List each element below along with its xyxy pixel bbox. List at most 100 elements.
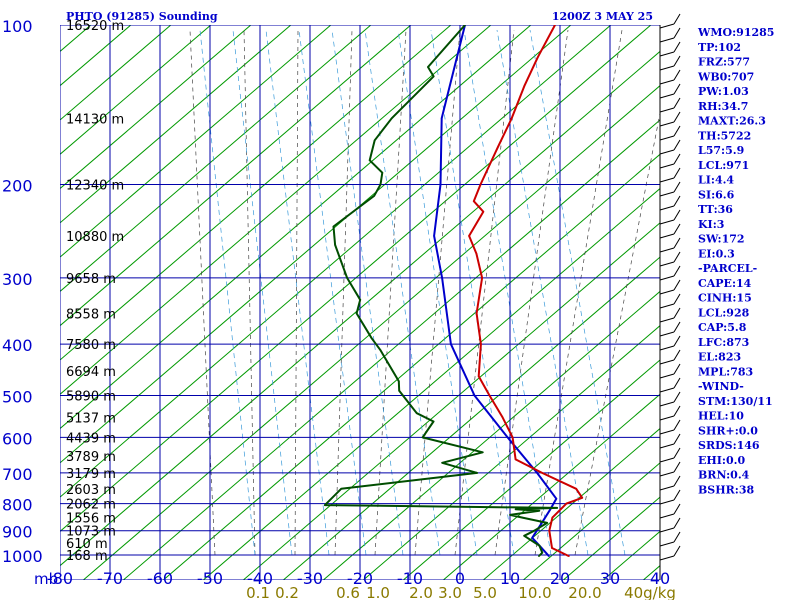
wind-barb-flag — [673, 111, 681, 123]
dewpoint-line-point — [340, 488, 343, 490]
temperature-line-point — [575, 488, 577, 490]
temperature-line-point — [480, 343, 482, 345]
wind-barb — [659, 233, 675, 239]
sounding-index: MPL:783 — [698, 365, 753, 378]
sounding-index: LCL:928 — [698, 306, 750, 319]
sounding-index: LFC:873 — [698, 336, 749, 349]
sounding-index: TH:5722 — [698, 129, 751, 142]
dewpoint-line-point — [373, 139, 376, 142]
dewpoint-line-point — [427, 66, 429, 68]
sounding-index: SRDS:146 — [698, 439, 760, 452]
wind-barb-flag — [673, 55, 681, 67]
wind-barb — [659, 205, 675, 211]
wind-barb — [659, 485, 675, 491]
sounding-index: SHR+:0.0 — [698, 424, 758, 437]
dry-adiabat-line — [562, 496, 660, 580]
temperature-tick-label: -30 — [297, 569, 323, 588]
temperature-line-point — [479, 183, 482, 186]
height-label: 9658 m — [66, 272, 116, 287]
height-label: 16520 m — [66, 19, 124, 34]
temperature-line-point — [497, 146, 499, 148]
dewpoint-line-point — [523, 535, 525, 537]
dewpoint-line-point — [441, 462, 444, 464]
temperature-line-point — [537, 56, 539, 58]
sounding-index: BSHR:38 — [698, 483, 754, 496]
temperature-tick-label: 10 — [500, 569, 520, 588]
dry-adiabat-line — [602, 530, 660, 580]
wind-barb — [659, 443, 675, 449]
temperature-line-point — [475, 312, 478, 315]
mixing-ratio-label: 1.0 — [366, 584, 390, 600]
mixing-ratio-label: 5.0 — [473, 584, 497, 600]
parcel-curve-point — [549, 509, 551, 512]
wind-barb — [659, 345, 675, 351]
wind-barb — [659, 373, 675, 379]
wind-barb — [659, 149, 675, 155]
sounding-index: -WIND- — [698, 380, 744, 393]
dry-adiabat-line — [362, 325, 660, 580]
parcel-curve-point — [548, 555, 550, 557]
parcel-curve-point — [540, 522, 543, 525]
height-label: 12340 m — [66, 179, 124, 194]
moist-adiabat-line — [243, 29, 256, 556]
height-label: 10880 m — [66, 230, 124, 245]
mixing-ratio-label: 0.2 — [275, 584, 299, 600]
dry-adiabat-line — [60, 25, 572, 464]
wind-barb-flag — [673, 475, 681, 487]
wind-barb — [659, 317, 675, 323]
parcel-curve-point — [536, 472, 538, 474]
height-label: 3179 m — [66, 467, 116, 482]
temperature-line-point — [554, 25, 556, 26]
dewpoint-line-point — [432, 420, 435, 423]
wind-barb-flag — [673, 279, 681, 291]
wind-barb — [659, 303, 675, 309]
parcel-curve-point — [440, 117, 443, 120]
temperature-tick-label: -50 — [197, 569, 223, 588]
wind-barb-flag — [673, 69, 681, 81]
wind-barb-flag — [673, 517, 681, 529]
sounding-index: HEL:10 — [698, 410, 744, 423]
pressure-tick-label: 1000 — [2, 547, 43, 566]
wind-barb-flag — [673, 335, 681, 347]
pressure-tick-label: 600 — [2, 429, 33, 448]
pressure-tick-label: 500 — [2, 387, 33, 406]
wind-barb-flag — [673, 265, 681, 277]
dry-adiabat-line — [780, 0, 800, 600]
wind-barb — [659, 247, 675, 253]
wind-barb-flag — [673, 349, 681, 361]
dewpoint-line-point — [373, 195, 376, 197]
height-label: 5890 m — [66, 389, 116, 404]
height-label: 8558 m — [66, 307, 116, 322]
pressure-tick-label: 300 — [2, 270, 33, 289]
temperature-line-point — [473, 200, 475, 202]
parcel-curve-point — [473, 394, 476, 397]
height-label: 6694 m — [66, 365, 116, 380]
wind-barb-flag — [673, 209, 681, 221]
wind-barb-flag — [673, 13, 681, 25]
height-label: 7580 m — [66, 338, 116, 353]
dry-adiabat-line — [162, 153, 660, 580]
sounding-index: L57:5.9 — [698, 144, 744, 157]
wind-barb — [659, 163, 675, 169]
mixing-ratio-label: 0.1 — [246, 584, 270, 600]
mixing-ratio-label: 3.0 — [438, 584, 462, 600]
parcel-curve-point — [441, 277, 443, 279]
parcel-curve-point — [433, 235, 435, 237]
temperature-tick-label: -70 — [97, 569, 123, 588]
mixing-ratio-line — [463, 29, 552, 556]
sounding-index: CINH:15 — [698, 292, 752, 305]
wind-barb — [659, 23, 675, 29]
wind-barb-flag — [673, 503, 681, 515]
temperature-line-point — [581, 497, 583, 499]
wind-barb — [659, 93, 675, 99]
wind-barb-flag — [673, 97, 681, 109]
height-label: 610 m — [66, 537, 108, 552]
dry-adiabat-line — [60, 50, 660, 567]
dry-adiabat-line — [60, 25, 212, 155]
dewpoint-line-point — [538, 509, 541, 512]
wind-barb-flag — [673, 391, 681, 403]
pressure-tick-label: 900 — [2, 523, 33, 542]
height-label: 2062 m — [66, 498, 116, 513]
parcel-curve-point — [439, 183, 442, 186]
dry-adiabat-line — [522, 462, 660, 580]
